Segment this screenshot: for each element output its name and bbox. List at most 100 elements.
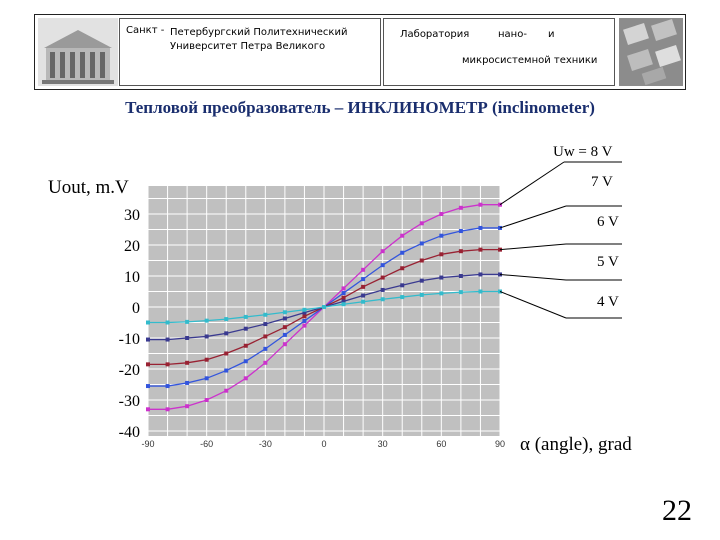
- university-building-icon: [38, 18, 118, 86]
- data-point: [263, 312, 268, 317]
- data-point: [263, 360, 268, 365]
- y-tick-label: 10: [124, 269, 140, 286]
- data-point: [419, 241, 424, 246]
- y-tick-label: 0: [132, 300, 140, 317]
- data-point: [322, 305, 326, 309]
- data-point: [380, 263, 385, 268]
- data-point: [165, 384, 170, 389]
- data-point: [439, 291, 444, 296]
- data-point: [458, 249, 463, 254]
- data-point: [185, 404, 190, 409]
- x-tick-label: 0: [321, 439, 326, 449]
- lab-and: и: [548, 29, 555, 40]
- data-point: [419, 292, 424, 297]
- data-point: [204, 376, 209, 381]
- microchip-icon: [619, 18, 683, 86]
- slide-number: 22: [662, 494, 692, 527]
- data-point: [165, 320, 170, 325]
- data-point: [458, 290, 463, 295]
- data-point: [458, 274, 463, 278]
- lab-nano: нано-: [498, 29, 527, 40]
- series-lines: [146, 202, 502, 412]
- legend-label: 7 V: [591, 174, 613, 190]
- data-point: [400, 250, 405, 255]
- legend-label: 6 V: [597, 214, 619, 230]
- data-point: [224, 331, 229, 336]
- y-tick-label: 20: [124, 238, 140, 255]
- slide-title: Тепловой преобразователь – ИНКЛИНОМЕТР (…: [125, 98, 595, 117]
- data-point: [341, 302, 346, 307]
- data-point: [439, 233, 444, 238]
- data-point: [439, 212, 444, 216]
- data-point: [204, 357, 209, 362]
- y-tick-label: -10: [119, 331, 140, 348]
- data-point: [224, 317, 229, 322]
- data-point: [439, 275, 444, 280]
- data-point: [302, 323, 307, 328]
- x-axis-label: α (angle), grad: [520, 434, 632, 455]
- x-tick-label: -30: [259, 439, 272, 449]
- x-tick-label: 60: [436, 439, 446, 449]
- data-point: [478, 272, 483, 277]
- chart-text: 30 20 10 0 -10 -20 -30 -40-90 -60 -30 0 30 60 90 Uout,…: [48, 144, 632, 455]
- data-point: [243, 326, 248, 331]
- data-point: [458, 205, 463, 210]
- microchip-photo: [619, 18, 683, 86]
- data-point: [204, 334, 209, 339]
- data-point: [302, 307, 307, 312]
- data-point: [419, 258, 424, 263]
- data-point: [185, 336, 190, 340]
- data-point: [380, 249, 385, 254]
- y-tick-label: -40: [119, 424, 140, 441]
- data-point: [282, 310, 287, 315]
- data-point: [361, 284, 366, 289]
- data-point: [478, 202, 483, 207]
- data-point: [302, 314, 307, 319]
- leader-line: [499, 273, 567, 281]
- data-point: [282, 316, 287, 321]
- data-point: [302, 318, 307, 323]
- data-point: [204, 398, 209, 402]
- y-axis-label: Uout, m.V: [48, 177, 129, 198]
- data-point: [380, 287, 385, 292]
- data-point: [185, 360, 190, 365]
- x-tick-label: 30: [378, 439, 388, 449]
- data-point: [224, 368, 229, 373]
- data-point: [341, 295, 346, 300]
- leader-line: [499, 291, 567, 319]
- data-point: [361, 299, 366, 304]
- data-point: [224, 388, 229, 393]
- data-point: [361, 293, 366, 298]
- data-point: [243, 343, 248, 348]
- leader-line: [499, 161, 565, 206]
- university-logo: [38, 18, 118, 86]
- x-tick-label: 90: [495, 439, 505, 449]
- data-point: [263, 346, 268, 351]
- data-point: [419, 278, 424, 283]
- data-point: [361, 267, 366, 272]
- data-point: [243, 376, 248, 381]
- data-point: [165, 337, 170, 342]
- data-point: [439, 252, 444, 257]
- data-point: [224, 351, 229, 356]
- data-point: [146, 337, 150, 342]
- data-point: [243, 359, 248, 364]
- data-point: [400, 283, 405, 288]
- data-point: [400, 233, 405, 238]
- lab-word: Лаборатория: [400, 29, 470, 40]
- data-point: [185, 319, 190, 324]
- data-point: [341, 286, 346, 291]
- legend-label: 4 V: [597, 294, 619, 310]
- y-tick-label: 30: [124, 207, 140, 224]
- data-point: [204, 318, 209, 323]
- data-point: [400, 266, 405, 271]
- data-point: [146, 407, 150, 412]
- x-tick-label: -60: [200, 439, 213, 449]
- data-point: [243, 314, 248, 319]
- data-point: [478, 289, 483, 294]
- data-point: [341, 291, 346, 296]
- data-point: [282, 332, 287, 337]
- data-point: [478, 247, 483, 252]
- data-point: [263, 334, 268, 339]
